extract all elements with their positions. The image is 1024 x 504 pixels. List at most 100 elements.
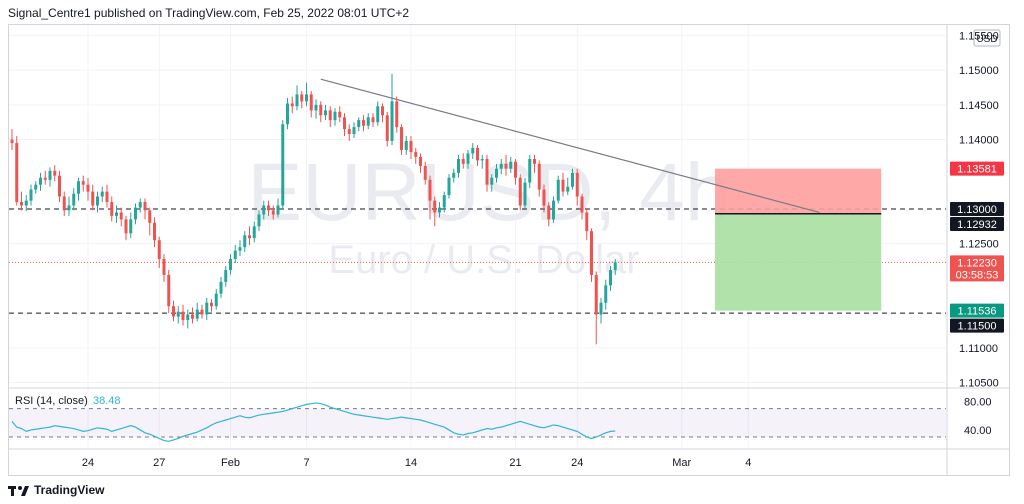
candle-body[interactable] [423, 165, 427, 180]
candle-body[interactable] [233, 250, 237, 259]
candle-body[interactable] [461, 158, 465, 164]
candle-body[interactable] [252, 226, 256, 239]
candle-body[interactable] [295, 94, 299, 107]
candle-body[interactable] [523, 182, 527, 206]
candle-body[interactable] [86, 184, 90, 192]
candle-body[interactable] [419, 156, 422, 166]
candle-body[interactable] [148, 210, 152, 223]
candle-body[interactable] [181, 311, 185, 321]
currency-badge[interactable] [973, 29, 1001, 47]
candle-body[interactable] [366, 117, 370, 126]
rsi-line[interactable] [11, 402, 616, 442]
candle-body[interactable] [176, 311, 180, 317]
candle-body[interactable] [43, 177, 47, 180]
candle-body[interactable] [324, 110, 327, 116]
candle-body[interactable] [72, 193, 76, 206]
candle-body[interactable] [509, 161, 513, 169]
candle-body[interactable] [257, 214, 261, 227]
candle-body[interactable] [552, 200, 555, 220]
candle-body[interactable] [205, 302, 209, 315]
candle-body[interactable] [314, 104, 318, 111]
candle-body[interactable] [580, 196, 584, 213]
chart-frame[interactable]: EURUSD, 4h Euro / U.S. Dollar USD 1.10500 1.… [8, 24, 1010, 476]
candle-body[interactable] [134, 207, 137, 220]
candle-body[interactable] [62, 196, 66, 211]
candle-body[interactable] [542, 189, 546, 206]
candle-body[interactable] [210, 302, 213, 307]
candle-body[interactable] [609, 270, 612, 286]
candle-body[interactable] [29, 189, 33, 201]
candle-body[interactable] [319, 104, 323, 116]
candle-body[interactable] [20, 202, 23, 206]
candle-body[interactable] [300, 94, 304, 102]
candle-body[interactable] [262, 205, 266, 215]
candle-body[interactable] [390, 101, 394, 141]
candle-body[interactable] [585, 212, 589, 232]
candle-body[interactable] [195, 309, 199, 319]
candle-body[interactable] [385, 115, 389, 141]
candle-body[interactable] [271, 210, 275, 215]
candle-body[interactable] [15, 143, 19, 203]
candle-body[interactable] [124, 219, 128, 234]
candle-body[interactable] [67, 205, 71, 211]
candle-body[interactable] [214, 293, 218, 307]
candle-body[interactable] [153, 222, 156, 241]
candle-body[interactable] [495, 168, 498, 178]
candle-body[interactable] [499, 163, 503, 169]
candle-body[interactable] [485, 158, 489, 185]
candle-body[interactable] [276, 205, 280, 215]
candle-body[interactable] [243, 235, 247, 248]
candle-body[interactable] [371, 117, 375, 123]
candle-body[interactable] [594, 274, 598, 315]
candle-body[interactable] [267, 205, 270, 211]
candle-body[interactable] [191, 314, 194, 319]
candle-body[interactable] [81, 181, 85, 185]
candle-body[interactable] [442, 195, 446, 208]
candle-body[interactable] [452, 172, 456, 178]
candle-body[interactable] [58, 175, 61, 197]
candle-body[interactable] [53, 170, 57, 176]
candle-body[interactable] [24, 200, 28, 206]
candle-body[interactable] [238, 247, 242, 251]
candle-body[interactable] [433, 200, 437, 213]
candle-body[interactable] [172, 306, 175, 317]
candle-body[interactable] [514, 161, 517, 178]
candle-body[interactable] [395, 101, 399, 128]
candle-body[interactable] [599, 302, 603, 315]
candle-body[interactable] [400, 127, 403, 150]
candle-body[interactable] [347, 129, 351, 134]
candle-body[interactable] [248, 235, 251, 239]
candle-body[interactable] [200, 309, 204, 315]
candle-body[interactable] [100, 191, 104, 197]
candle-body[interactable] [561, 179, 565, 192]
candle-body[interactable] [110, 202, 114, 216]
candle-body[interactable] [490, 177, 494, 185]
candle-body[interactable] [414, 152, 418, 157]
candle-body[interactable] [91, 191, 95, 206]
candle-body[interactable] [224, 270, 228, 282]
candle-body[interactable] [157, 240, 161, 259]
candle-body[interactable] [286, 103, 289, 125]
candle-body[interactable] [381, 106, 384, 116]
candle-body[interactable] [428, 179, 432, 201]
candle-body[interactable] [138, 202, 142, 208]
candle-body[interactable] [504, 163, 508, 169]
candle-body[interactable] [119, 212, 123, 220]
candle-body[interactable] [518, 177, 522, 206]
candle-body[interactable] [566, 186, 570, 192]
candle-body[interactable] [362, 120, 365, 126]
candle-body[interactable] [167, 274, 171, 307]
candle-body[interactable] [105, 191, 109, 203]
candle-body[interactable] [129, 219, 133, 234]
candle-body[interactable] [571, 172, 574, 187]
candle-body[interactable] [528, 158, 532, 183]
candle-body[interactable] [480, 158, 484, 161]
candle-body[interactable] [281, 124, 285, 206]
candle-body[interactable] [219, 281, 223, 294]
candle-body[interactable] [613, 262, 617, 271]
trendline[interactable] [320, 78, 820, 214]
candle-body[interactable] [357, 120, 361, 128]
candle-body[interactable] [457, 158, 460, 173]
candle-body[interactable] [604, 285, 608, 303]
